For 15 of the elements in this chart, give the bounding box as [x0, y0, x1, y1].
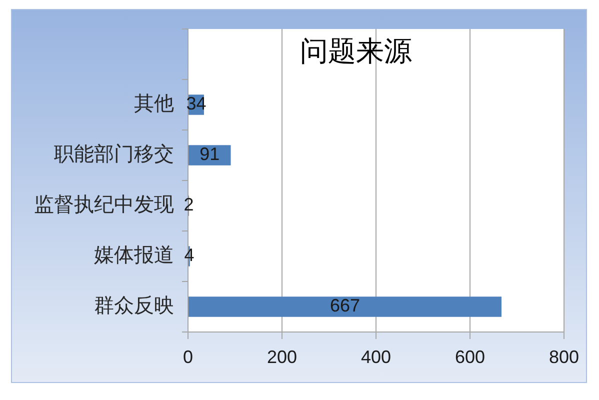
- y-tick-label: 其他: [134, 90, 174, 115]
- x-tick-label: 400: [360, 346, 392, 367]
- data-label: 667: [330, 296, 360, 316]
- x-tick-label: 0: [182, 346, 194, 367]
- y-tick-label: 媒体报道: [94, 242, 174, 266]
- x-tick-label: 800: [548, 346, 580, 367]
- y-tick-label: 监督执纪中发现: [34, 192, 174, 216]
- data-label: 91: [200, 144, 220, 164]
- bar: [188, 296, 502, 317]
- data-label: 2: [184, 194, 194, 215]
- x-tick-label: 200: [266, 346, 298, 367]
- y-tick-label: 群众反映: [94, 292, 174, 317]
- x-tick-label: 600: [454, 346, 486, 367]
- chart-title: 问题来源: [300, 36, 412, 68]
- y-tick-label: 职能部门移交: [54, 141, 174, 166]
